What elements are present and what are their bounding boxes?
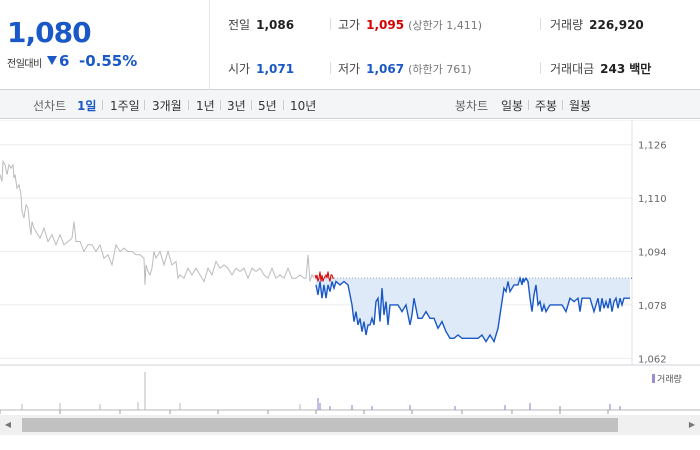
stat-open: 시가 1,071 [228, 60, 294, 77]
price-line-2 [315, 275, 630, 344]
stat-label: 저가 [338, 62, 361, 76]
stat-label: 전일 [228, 18, 251, 32]
change-percent: -0.55% [79, 52, 138, 70]
price-line-0 [0, 159, 315, 285]
stat-value: 1,071 [256, 62, 295, 76]
divider [102, 100, 103, 110]
area-fill [316, 278, 630, 342]
stat-volume: 거래량 226,920 [550, 16, 644, 33]
horizontal-scrollbar[interactable]: ◀ ▶ [0, 415, 700, 435]
tab-1year[interactable]: 1년 [196, 99, 215, 113]
divider [283, 100, 284, 110]
stat-low: 저가 1,067 (하한가 761) [338, 60, 472, 77]
intraday-price-chart: 1,126 1,110 1,094 1,078 1,062 [0, 120, 700, 414]
line-chart-label: 선차트 [33, 99, 67, 113]
divider [562, 100, 563, 110]
scroll-left-icon[interactable]: ◀ [4, 420, 12, 429]
period-tab-bar: 선차트 1일 1주일 3개월 1년 3년 5년 10년 봉차트 일봉 주봉 월봉 [0, 90, 700, 119]
tab-1day[interactable]: 1일 [77, 99, 97, 113]
divider [330, 62, 331, 74]
stat-value: 1,086 [256, 18, 295, 32]
tab-monthly-candle[interactable]: 월봉 [569, 99, 592, 113]
stat-unit: 백만 [629, 62, 652, 76]
y-tick-label: 1,078 [638, 301, 667, 312]
stat-label: 고가 [338, 18, 361, 32]
stat-label: 거래량 [550, 18, 584, 32]
stat-high: 고가 1,095 (상한가 1,411) [338, 16, 482, 33]
tab-weekly-candle[interactable]: 주봉 [535, 99, 558, 113]
price-line-1 [314, 271, 334, 282]
quote-summary: 1,080 전일대비 6 -0.55% 전일 1,086 시가 1,071 고가 1,… [0, 0, 700, 90]
price-series [0, 159, 630, 344]
candle-chart-label: 봉차트 [455, 99, 489, 113]
divider [220, 100, 221, 110]
chart-grid [0, 120, 700, 365]
tab-10year[interactable]: 10년 [290, 99, 317, 113]
stat-value: 1,067 [366, 62, 405, 76]
stat-prev-close: 전일 1,086 [228, 16, 294, 33]
volume-legend: 거래량 [652, 372, 682, 385]
stat-value: 1,095 [366, 18, 405, 32]
stat-value: 243 [600, 62, 626, 76]
change-value: 6 [59, 52, 70, 70]
y-tick-label: 1,126 [638, 141, 667, 152]
tab-1week[interactable]: 1주일 [110, 99, 140, 113]
divider [330, 18, 331, 30]
tab-5year[interactable]: 5년 [258, 99, 277, 113]
divider [540, 18, 541, 30]
tab-3year[interactable]: 3년 [227, 99, 246, 113]
change-label: 전일대비 [7, 59, 42, 70]
tab-3month[interactable]: 3개월 [152, 99, 182, 113]
stat-label: 거래대금 [550, 62, 595, 76]
y-tick-label: 1,062 [638, 354, 667, 365]
volume-legend-label: 거래량 [657, 375, 682, 385]
divider [540, 62, 541, 74]
y-tick-label: 1,094 [638, 248, 667, 259]
stat-sub: (상한가 1,411) [408, 19, 482, 32]
below-reference-fill [316, 278, 630, 342]
divider [528, 100, 529, 110]
current-price: 1,080 [7, 16, 92, 49]
stat-amount: 거래대금 243 백만 [550, 60, 651, 77]
scroll-right-icon[interactable]: ▶ [688, 420, 696, 429]
divider [188, 100, 189, 110]
y-tick-label: 1,110 [638, 194, 667, 205]
tab-daily-candle[interactable]: 일봉 [501, 99, 524, 113]
divider [251, 100, 252, 110]
divider [144, 100, 145, 110]
y-axis-ticks: 1,126 1,110 1,094 1,078 1,062 [638, 141, 667, 366]
volume-pane [0, 364, 700, 414]
stat-value: 226,920 [589, 18, 644, 32]
stat-label: 시가 [228, 62, 251, 76]
scrollbar-thumb[interactable] [22, 418, 618, 432]
volume-swatch [652, 374, 655, 383]
down-arrow-icon [47, 56, 57, 65]
price-box: 1,080 전일대비 6 -0.55% [0, 0, 210, 90]
stat-sub: (하한가 761) [408, 63, 472, 76]
